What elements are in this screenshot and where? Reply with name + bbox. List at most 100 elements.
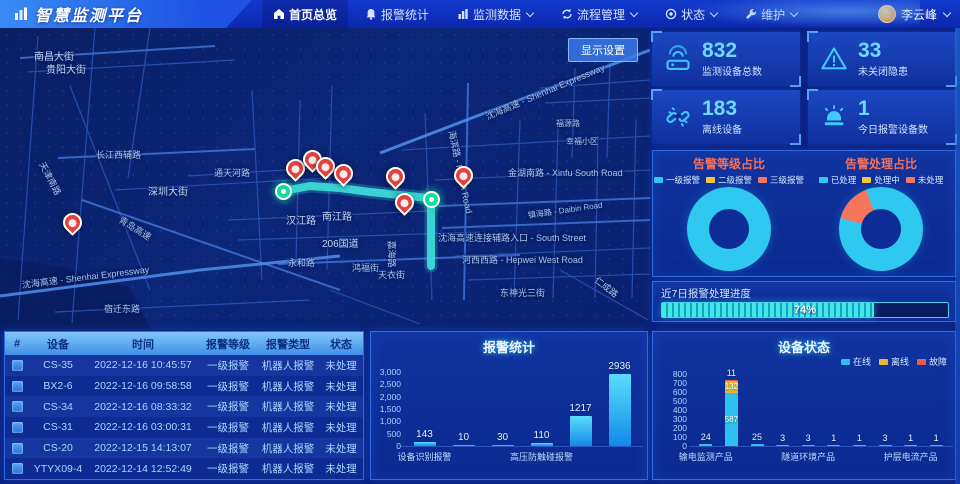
flow-icon [562, 8, 572, 20]
app-title: 智慧监测平台 [35, 8, 144, 25]
street-label: 幸福小区 [566, 137, 598, 146]
cell-time: 2022-12-15 14:13:07 [94, 442, 192, 455]
stacked-bar-segment [724, 393, 738, 446]
device-status-chart-panel: 设备状态 在线 离线 故障 0 100 200 300 400 500 600 700 800 2… [652, 331, 956, 480]
chevron-down-icon [629, 8, 639, 17]
street-label: 通天河路 [214, 168, 251, 178]
y-axis-tick-label: 200 [672, 423, 687, 433]
table-row[interactable]: CS-34 2022-12-16 08:33:32 一级报警 机器人报警 未处理 [5, 396, 363, 418]
street-label: 天津南路 [37, 160, 63, 197]
legend-item[interactable]: 故障 [916, 355, 947, 368]
legend-item[interactable]: 离线 [878, 355, 909, 368]
cell-level: 一级报警 [207, 463, 249, 476]
legend-swatch [905, 177, 915, 183]
cell-status: 未处理 [325, 442, 357, 455]
legend-swatch [818, 177, 828, 183]
x-axis-label: 高压防触碰报警 [509, 452, 573, 462]
stat-value: 1 [858, 97, 870, 120]
bar-value-label: 30 [496, 432, 509, 443]
alarm-pin-marker[interactable] [382, 163, 409, 190]
x-axis-line [401, 446, 643, 447]
nav-item-home[interactable]: 首页总览 [262, 0, 349, 28]
main-nav: 首页总览 报警统计 监测数据 流程管理 [262, 0, 808, 28]
legend-item[interactable]: 二级报警 [705, 174, 752, 186]
robot-icon [11, 359, 23, 371]
cell-device: CS-35 [43, 359, 73, 372]
logo-icon [15, 7, 27, 20]
nav-item-alarm-stats[interactable]: 报警统计 [354, 0, 440, 28]
bar [530, 443, 553, 446]
alarm-pin-marker[interactable] [59, 209, 86, 236]
alarm-ratio-panel: 告警等级占比 一级报警 二级报警 三级报警 告警处理占比 已处理 处理中 未处理 [652, 150, 956, 277]
stat-label: 今日报警设备数 [858, 125, 928, 136]
table-row[interactable]: CS-31 2022-12-16 03:00:31 一级报警 机器人报警 未处理 [5, 417, 363, 438]
cell-type: 机器人报警 [261, 380, 315, 393]
row-device-icon-cell [5, 380, 29, 392]
chart-title: 告警等级占比 [692, 157, 765, 171]
cell-type: 机器人报警 [261, 421, 315, 434]
legend-item[interactable]: 一级报警 [653, 174, 700, 186]
stat-card-today-alarms: 1 今日报警设备数 [807, 89, 957, 145]
y-axis-tick-label: 1,000 [379, 416, 401, 427]
nav-item-process-mgmt[interactable]: 流程管理 [550, 0, 648, 28]
wrench-icon [746, 9, 757, 19]
offline-icon [666, 107, 690, 127]
donut-chart-alarm-handling [839, 187, 923, 271]
street-label: 宿迁东路 [104, 304, 141, 314]
legend-item[interactable]: 在线 [840, 355, 871, 368]
street-label: 永和路 [288, 258, 316, 268]
table-row[interactable]: BX2-6 2022-12-16 09:58:58 一级报警 机器人报警 未处理 [5, 375, 363, 397]
stacked-bar-segment [929, 445, 943, 446]
street-label: 青岛高速 [117, 214, 153, 243]
route-endpoint-marker[interactable] [423, 191, 440, 208]
cell-status: 未处理 [325, 401, 357, 414]
street-label: 汉江路 [286, 216, 316, 227]
route-endpoint-marker[interactable] [275, 183, 292, 200]
nav-item-monitor-data[interactable]: 监测数据 [446, 0, 544, 28]
warning-icon [821, 47, 847, 70]
alarm-pin-marker[interactable] [450, 162, 477, 189]
chart-title: 告警处理占比 [844, 157, 917, 171]
legend-item[interactable]: 处理中 [862, 174, 900, 186]
chart-title: 设备状态 [777, 340, 830, 355]
cell-time: 2022-12-14 12:52:49 [94, 462, 192, 475]
bar-value-label: 11 [726, 368, 737, 379]
stat-card-open-hazards: 33 未关闭隐患 [807, 31, 957, 87]
alarm-pin-marker[interactable] [391, 189, 418, 216]
row-device-icon-cell [5, 421, 29, 433]
cell-level: 一级报警 [207, 401, 249, 414]
alarm-level-chart: 告警等级占比 一级报警 二级报警 三级报警 [653, 151, 805, 278]
map-roads [0, 28, 650, 329]
table-row[interactable]: YTYX09-4 2022-12-14 12:52:49 一级报警 机器人报警 未处理 [5, 458, 363, 480]
user-menu[interactable]: 李云峰 [877, 0, 952, 28]
progress-panel: 近7日报警处理进度 74% [652, 281, 956, 322]
table-row[interactable]: CS-35 2022-12-16 10:45:57 一级报警 机器人报警 未处理 [5, 355, 363, 376]
cell-device: CS-34 [43, 400, 73, 413]
nav-item-maintenance[interactable]: 维护 [734, 0, 808, 28]
stacked-bar-segment [852, 445, 866, 446]
street-label: 天衣街 [378, 270, 406, 280]
street-label: 金湖南路 - Xinfu South Road [508, 168, 623, 178]
cell-type: 机器人报警 [261, 359, 315, 372]
row-device-icon-cell [5, 401, 29, 413]
display-settings-button[interactable]: 显示设置 [568, 38, 638, 62]
avatar [877, 5, 896, 23]
app-logo: 智慧监测平台 [0, 0, 252, 28]
bar [491, 445, 514, 446]
legend-item[interactable]: 已处理 [818, 174, 856, 186]
x-axis-label: 设备识别报警 [397, 452, 452, 462]
street-label: 贵阳大街 [46, 65, 86, 76]
street-label: 深圳大街 [148, 187, 188, 198]
cell-time: 2022-12-16 03:00:31 [94, 421, 192, 434]
bar [569, 415, 592, 446]
table-row[interactable]: CS-20 2022-12-15 14:13:07 一级报警 机器人报警 未处理 [5, 437, 363, 459]
city-map[interactable]: 南昌大街 贵阳大街 天津南路 长江西辅路 深圳大街 青岛高速 沈海高速 - Shenhai … [0, 28, 650, 329]
legend-item[interactable]: 未处理 [905, 174, 943, 186]
chevron-down-icon [942, 8, 952, 17]
robot-icon [11, 401, 23, 413]
street-label: 仁成路 [592, 274, 621, 300]
bar-value-label: 110 [533, 430, 550, 442]
y-axis-tick-label: 0 [396, 441, 401, 451]
nav-item-status[interactable]: 状态 [654, 0, 728, 28]
legend-item[interactable]: 三级报警 [758, 174, 804, 186]
